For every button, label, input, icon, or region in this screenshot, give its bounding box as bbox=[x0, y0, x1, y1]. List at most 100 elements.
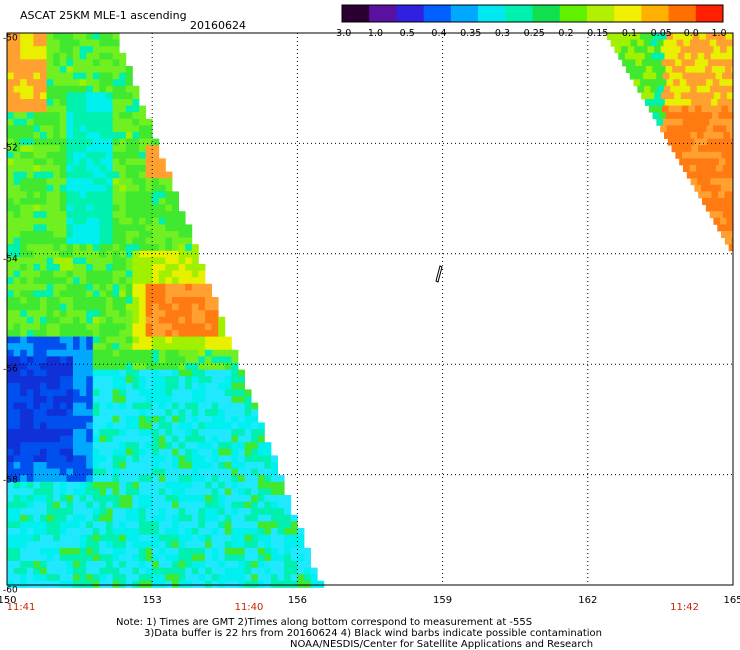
swath-cell bbox=[46, 475, 54, 483]
swath-cell bbox=[92, 224, 100, 232]
swath-cell bbox=[719, 79, 727, 87]
swath-cell bbox=[725, 79, 733, 87]
swath-cell bbox=[152, 435, 160, 443]
swath-cell bbox=[290, 561, 298, 568]
swath-cell bbox=[86, 165, 94, 172]
swath-cell bbox=[730, 145, 734, 153]
swath-cell bbox=[99, 435, 107, 443]
swath-cell bbox=[728, 151, 734, 159]
swath-cell bbox=[675, 105, 683, 113]
swath-cell bbox=[99, 442, 107, 450]
swath-cell bbox=[139, 462, 146, 469]
swath-cell bbox=[238, 547, 245, 555]
swath-cell bbox=[264, 442, 272, 450]
swath-cell bbox=[7, 112, 14, 120]
swath-cell bbox=[119, 217, 127, 225]
swath-cell bbox=[716, 132, 724, 139]
swath-cell bbox=[119, 99, 127, 106]
swath-cell bbox=[79, 574, 87, 582]
swath-cell bbox=[40, 415, 47, 423]
swath-cell bbox=[26, 237, 34, 245]
swath-cell bbox=[231, 501, 239, 509]
swath-cell bbox=[132, 389, 140, 397]
swath-cell bbox=[66, 495, 74, 502]
swath-cell bbox=[172, 303, 179, 311]
swath-cell bbox=[178, 237, 186, 245]
swath-cell bbox=[66, 184, 74, 192]
swath-cell bbox=[66, 316, 74, 324]
swath-cell bbox=[139, 198, 146, 205]
swath-cell bbox=[92, 283, 100, 291]
swath-cell bbox=[224, 402, 232, 410]
swath-cell bbox=[79, 330, 87, 337]
swath-cell bbox=[662, 118, 670, 126]
swath-cell bbox=[112, 270, 120, 278]
swath-cell bbox=[700, 138, 708, 146]
swath-cell bbox=[73, 165, 80, 172]
swath-cell bbox=[33, 237, 41, 245]
swath-cell bbox=[99, 475, 107, 483]
swath-cell bbox=[152, 468, 160, 476]
swath-cell bbox=[119, 528, 127, 535]
swath-cell bbox=[257, 554, 265, 562]
swath-cell bbox=[218, 468, 226, 476]
swath-cell bbox=[13, 316, 21, 324]
swath-cell bbox=[7, 475, 14, 483]
swath-cell bbox=[106, 363, 113, 370]
swath-cell bbox=[125, 343, 133, 351]
swath-cell bbox=[26, 316, 34, 324]
swath-cell bbox=[26, 165, 34, 172]
swath-cell bbox=[106, 561, 113, 568]
swath-cell bbox=[26, 442, 34, 450]
swath-cell bbox=[112, 277, 120, 285]
swath-cell bbox=[59, 580, 67, 588]
swath-cell bbox=[139, 237, 146, 245]
swath-cell bbox=[198, 554, 206, 562]
swath-cell bbox=[145, 145, 153, 153]
swath-cell bbox=[172, 435, 179, 443]
swath-cell bbox=[59, 211, 67, 219]
swath-cell bbox=[13, 495, 21, 502]
swath-cell bbox=[125, 270, 133, 278]
swath-cell bbox=[617, 39, 625, 47]
swath-cell bbox=[152, 310, 160, 318]
swath-cell bbox=[53, 191, 61, 199]
swath-cell bbox=[205, 495, 212, 502]
swath-cell bbox=[13, 356, 21, 364]
swath-cell bbox=[218, 508, 226, 516]
swath-cell bbox=[238, 561, 245, 568]
swath-cell bbox=[238, 468, 245, 476]
swath-cell bbox=[92, 356, 100, 364]
swath-cell bbox=[53, 363, 61, 370]
swath-cell bbox=[139, 580, 146, 588]
swath-cell bbox=[26, 244, 34, 252]
swath-cell bbox=[145, 481, 153, 489]
swath-cell bbox=[40, 85, 47, 93]
swath-cell bbox=[33, 178, 41, 186]
swath-cell bbox=[165, 178, 173, 186]
swath-cell bbox=[664, 99, 672, 106]
swath-cell bbox=[86, 541, 94, 549]
swath-cell bbox=[40, 442, 47, 450]
swath-cell bbox=[152, 521, 160, 529]
swath-cell bbox=[106, 574, 113, 582]
swath-cell bbox=[185, 343, 193, 351]
swath-cell bbox=[112, 429, 120, 436]
swath-cell bbox=[106, 554, 113, 562]
swath-cell bbox=[132, 99, 140, 106]
swath-cell bbox=[7, 250, 14, 258]
swath-cell bbox=[66, 310, 74, 318]
swath-cell bbox=[185, 336, 193, 344]
swath-cell bbox=[13, 330, 21, 337]
swath-cell bbox=[132, 396, 140, 403]
swath-cell bbox=[684, 99, 692, 106]
swath-cell bbox=[106, 580, 113, 588]
swath-cell bbox=[132, 211, 140, 219]
swath-cell bbox=[112, 310, 120, 318]
swath-cell bbox=[158, 310, 166, 318]
swath-cell bbox=[165, 554, 173, 562]
swath-cell bbox=[172, 191, 179, 199]
swath-cell bbox=[655, 105, 663, 113]
swath-cell bbox=[132, 138, 140, 146]
swath-cell bbox=[33, 521, 41, 529]
